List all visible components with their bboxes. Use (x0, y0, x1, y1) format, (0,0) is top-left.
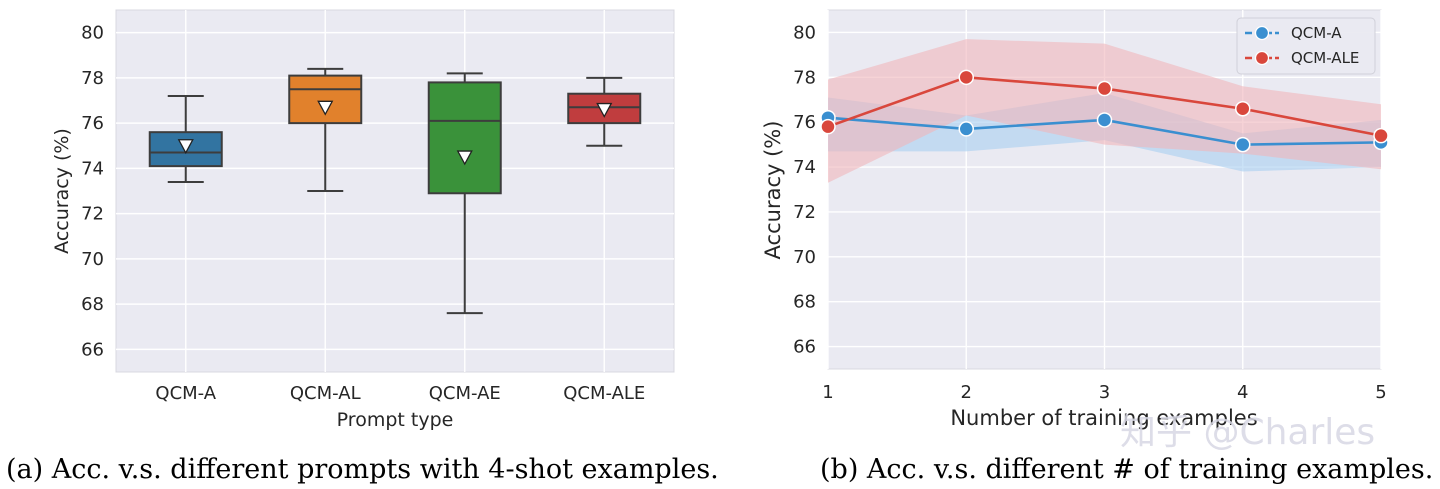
box-mean-marker (177, 139, 194, 155)
boxplot-panel: 66 68 70 72 74 76 78 80 QCM-A QCM-AL QCM-AE QCM-AL… (6, 9, 719, 485)
legend-marker-qcm-ale (1254, 50, 1270, 66)
caption-b: (b) Acc. v.s. different # of training ex… (820, 454, 1433, 485)
series-point-qcm-a (1096, 112, 1113, 128)
series-point-qcm-ale (1096, 80, 1113, 97)
series-point-qcm-a (1235, 136, 1251, 153)
boxplot-x-tick-label: QCM-ALE (563, 383, 645, 404)
box-iqr-qcm-al (288, 74, 363, 125)
lineplot-y-axis-label: Accuracy (%) (761, 121, 785, 260)
lineplot-panel: 66 68 70 72 74 76 78 80 1 2 3 4 5 QCM-A QCM-ALE Accu… (761, 9, 1433, 485)
watermark: 知乎 @Charles (1120, 412, 1375, 453)
series-point-qcm-a (958, 121, 974, 137)
lineplot-y-tick-label: 70 (793, 247, 816, 268)
lineplot-legend: QCM-A QCM-ALE (1236, 17, 1376, 75)
legend-marker-qcm-a (1254, 25, 1270, 41)
boxplot-x-tick-label: QCM-A (155, 383, 216, 404)
lineplot-y-tick-label: 68 (793, 292, 816, 313)
boxplot-y-tick-label: 68 (81, 294, 104, 315)
lineplot-y-tick-label: 80 (793, 22, 816, 43)
boxplot-y-tick-label: 72 (81, 204, 104, 225)
caption-a: (a) Acc. v.s. different prompts with 4-s… (6, 454, 719, 485)
box-mean-marker (456, 150, 473, 166)
lineplot-y-tick-label: 76 (793, 112, 816, 133)
lineplot-x-gridlines (827, 10, 1382, 369)
series-point-qcm-ale (1235, 100, 1251, 117)
boxplot-boxes (148, 67, 642, 315)
lineplot-x-tick-label: 1 (822, 382, 833, 403)
boxplot-y-tick-labels: 66 68 70 72 74 76 78 80 (81, 23, 104, 361)
legend-label-qcm-ale: QCM-ALE (1291, 49, 1359, 67)
boxplot-y-tick-label: 70 (81, 249, 104, 270)
boxplot-y-gridlines (116, 31, 674, 351)
lineplot-x-axis-label: Number of training examples (950, 406, 1257, 430)
boxplot-plot-area (115, 9, 675, 373)
lineplot-x-tick-label: 4 (1237, 382, 1248, 403)
lineplot-y-tick-label: 74 (793, 157, 816, 178)
boxplot-x-tick-label: QCM-AL (290, 383, 361, 404)
boxplot-y-tick-label: 78 (81, 68, 104, 89)
series-point-qcm-ale (958, 69, 974, 86)
lineplot-y-tick-label: 66 (793, 337, 816, 358)
series-point-qcm-ale (820, 118, 836, 135)
lineplot-x-tick-label: 5 (1375, 382, 1386, 403)
lineplot-y-tick-label: 78 (793, 67, 816, 88)
boxplot-y-tick-label: 66 (81, 339, 104, 360)
series-point-qcm-ale (1373, 127, 1389, 144)
boxplot-x-tick-label: QCM-AE (429, 383, 501, 404)
boxplot-y-axis-label: Accuracy (%) (51, 128, 73, 254)
box-iqr-qcm-ae (427, 81, 502, 195)
lineplot-y-tick-label: 72 (793, 202, 816, 223)
boxplot-x-tick-labels: QCM-A QCM-AL QCM-AE QCM-ALE (155, 383, 645, 404)
boxplot-y-tick-label: 80 (81, 23, 104, 44)
boxplot-x-axis-label: Prompt type (337, 409, 454, 431)
box-mean-marker (596, 102, 613, 118)
lineplot-x-tick-label: 3 (1099, 382, 1110, 403)
lineplot-x-tick-labels: 1 2 3 4 5 (822, 382, 1386, 403)
lineplot-x-tick-label: 2 (961, 382, 972, 403)
box-mean-marker (317, 100, 334, 116)
legend-label-qcm-a: QCM-A (1291, 24, 1342, 42)
boxplot-y-tick-label: 76 (81, 113, 104, 134)
lineplot-y-tick-labels: 66 68 70 72 74 76 78 80 (793, 22, 816, 357)
lineplot-series-lines (820, 69, 1389, 153)
boxplot-y-tick-label: 74 (81, 158, 104, 179)
